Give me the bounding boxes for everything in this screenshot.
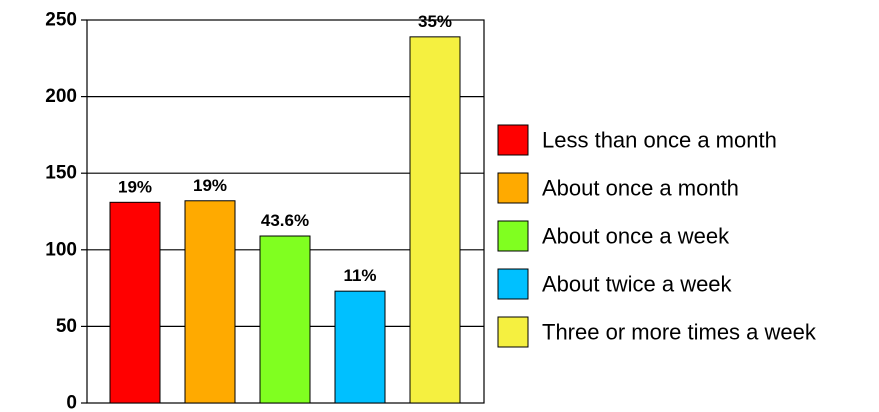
legend-label: About twice a week (542, 272, 733, 297)
legend-label: Three or more times a week (542, 320, 817, 345)
legend-swatch (497, 124, 529, 156)
legend: Less than once a month About once a month… (497, 124, 817, 348)
bar-data-label: 35% (418, 12, 452, 31)
bar (259, 235, 311, 404)
legend-swatch (497, 268, 529, 300)
y-tick-label: 100 (45, 239, 77, 260)
y-tick-label: 250 (45, 10, 77, 31)
y-axis-tick-labels: 0 50 100 150 200 250 (45, 10, 87, 412)
legend-label: About once a month (542, 176, 739, 201)
bar-data-label: 11% (343, 266, 376, 285)
legend-swatch (497, 220, 529, 252)
bar-data-label: 19% (193, 176, 227, 195)
bar (334, 290, 386, 404)
y-tick-label: 150 (45, 163, 77, 184)
legend-label: About once a week (542, 224, 730, 249)
bars (109, 36, 461, 404)
y-tick-label: 0 (66, 393, 77, 412)
legend-swatch (497, 316, 529, 348)
y-tick-label: 200 (45, 86, 77, 107)
bar (184, 200, 236, 404)
bar (409, 36, 461, 404)
legend-swatch (497, 172, 529, 204)
data-labels: 19% 19% 43.6% 11% 35% (118, 12, 452, 285)
bar-data-label: 43.6% (261, 211, 309, 230)
y-tick-label: 50 (56, 316, 77, 337)
legend-label: Less than once a month (542, 128, 777, 153)
bar (109, 201, 161, 404)
bar-data-label: 19% (118, 177, 152, 196)
